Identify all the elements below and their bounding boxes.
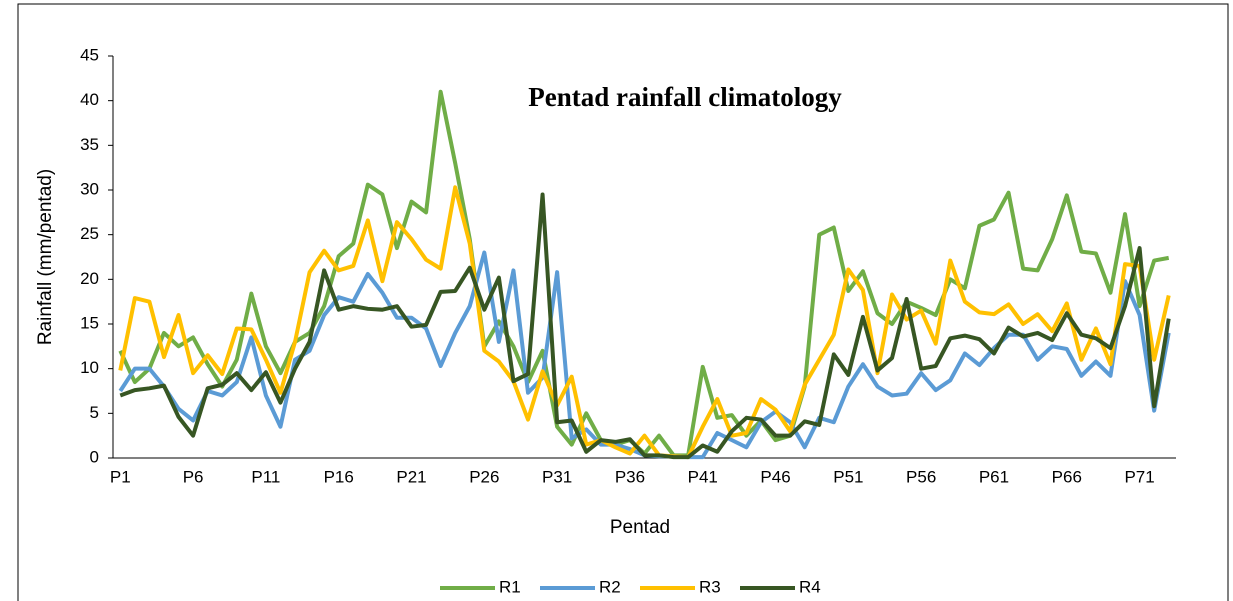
x-tick-label: P11	[251, 467, 280, 486]
chart-title: Pentad rainfall climatology	[528, 82, 842, 112]
y-tick-label: 30	[80, 179, 99, 198]
x-tick-label: P61	[979, 467, 1009, 486]
x-tick-label: P31	[542, 467, 572, 486]
x-tick-label: P26	[469, 467, 499, 486]
y-tick-label: 15	[80, 313, 99, 332]
legend-label: R4	[799, 577, 821, 596]
x-tick-label: P6	[183, 467, 204, 486]
y-tick-label: 35	[80, 135, 99, 154]
y-tick-label: 5	[90, 403, 99, 422]
x-tick-label: P21	[396, 467, 426, 486]
x-axis-title: Pentad	[610, 517, 670, 538]
x-tick-label: P51	[833, 467, 863, 486]
x-tick-label: P36	[615, 467, 645, 486]
x-tick-label: P56	[906, 467, 936, 486]
y-tick-label: 40	[80, 90, 99, 109]
y-tick-label: 0	[90, 447, 99, 466]
y-tick-label: 20	[80, 269, 99, 288]
y-axis-title: Rainfall (mm/pentad)	[35, 169, 56, 345]
x-tick-label: P66	[1052, 467, 1082, 486]
data-line	[118, 185, 1171, 460]
legend-label: R2	[599, 577, 621, 596]
x-tick-label: P71	[1124, 467, 1154, 486]
x-tick-label: P16	[324, 467, 354, 486]
y-tick-label: 10	[80, 358, 99, 377]
x-tick-label: P46	[760, 467, 790, 486]
data-line	[119, 192, 1171, 460]
x-tick-label: P1	[110, 467, 131, 486]
x-tick-label: P41	[688, 467, 718, 486]
y-tick-label: 45	[80, 45, 99, 64]
legend-label: R3	[699, 577, 721, 596]
y-tick-label: 25	[80, 224, 99, 243]
data-line	[118, 250, 1171, 460]
legend-label: R1	[499, 577, 521, 596]
chart-frame	[17, 3, 1229, 601]
